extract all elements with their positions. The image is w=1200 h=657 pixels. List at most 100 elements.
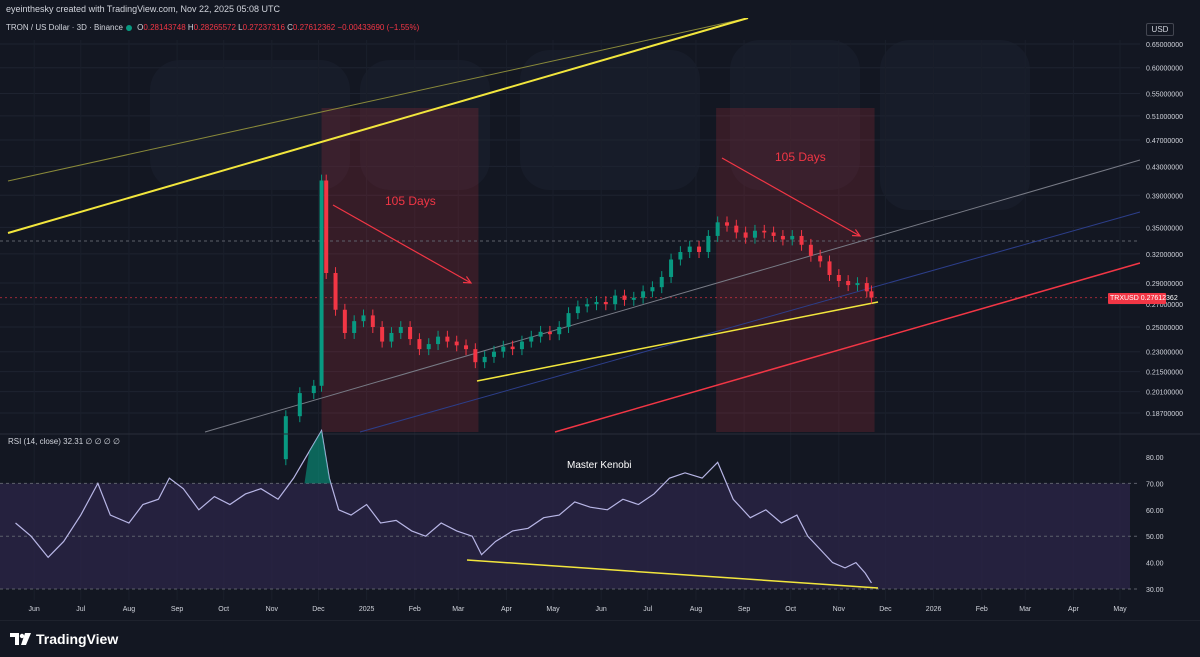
candle-body (389, 332, 394, 342)
candle-body (557, 327, 562, 335)
channel-blue-line (359, 211, 1141, 433)
days-annotation-left: 105 Days (385, 194, 436, 208)
rsi-legend: RSI (14, close) 32.31 ∅ ∅ ∅ ∅ (8, 437, 120, 446)
price-tick-label: 0.18700000 (1146, 411, 1183, 418)
currency-button[interactable]: USD (1146, 23, 1174, 36)
candle-body (585, 304, 590, 307)
time-tick-label: Jun (29, 606, 40, 613)
arrow-right (721, 157, 861, 237)
creator-text: created with TradingView.com, Nov 22, 20… (56, 4, 281, 14)
candle-body (855, 283, 860, 286)
time-tick-label: Feb (976, 606, 988, 613)
channel-lower-red-line (554, 262, 1141, 433)
candle-body (752, 230, 757, 238)
time-tick-label: Mar (1019, 606, 1032, 613)
candle-body (687, 246, 692, 253)
candle-body (491, 351, 496, 357)
time-tick-label: Sep (171, 606, 184, 613)
tradingview-logo[interactable]: TradingView (10, 631, 118, 647)
low-label: L (238, 23, 243, 32)
time-tick-label: Mar (452, 606, 465, 613)
candle-body (836, 274, 841, 282)
chart-svg[interactable]: 0.65000000 0.60000000 0.55000000 0.51000000… (0, 0, 1200, 620)
candle-body (417, 339, 422, 350)
price-tick-label: 0.51000000 (1146, 114, 1183, 121)
rsi-tick-label: 30.00 (1146, 587, 1164, 594)
candle-body (724, 222, 729, 226)
candle-body (771, 232, 776, 236)
time-tick-label: 2025 (359, 606, 375, 613)
price-tick-label: 0.35000000 (1146, 225, 1183, 232)
candle-body (482, 356, 487, 363)
candle-body (464, 345, 469, 350)
candle-body (342, 309, 347, 333)
candle-body (408, 327, 413, 340)
rsi-tick-label: 60.00 (1146, 508, 1164, 515)
candle-body (333, 273, 338, 310)
low-value: 0.27237316 (242, 23, 285, 32)
time-tick-label: Dec (879, 606, 892, 613)
candle-body (706, 235, 711, 253)
time-tick-label: Apr (1068, 606, 1080, 613)
time-tick-label: Oct (785, 606, 796, 613)
candles (283, 174, 874, 466)
candle-body (297, 393, 302, 417)
time-tick-label: Aug (123, 606, 136, 613)
creator-user: eyeinthesky (6, 4, 54, 14)
candle-body (538, 331, 543, 337)
time-tick-label: Jul (643, 606, 652, 613)
candle-body (650, 287, 655, 292)
candle-body (547, 331, 552, 335)
candle-body (846, 281, 851, 286)
tradingview-brand: TradingView (36, 631, 119, 647)
price-tick-label: 0.20100000 (1146, 390, 1183, 397)
time-tick-label: Jul (76, 606, 85, 613)
rsi-tick-label: 80.00 (1146, 455, 1164, 462)
candle-body (501, 346, 506, 352)
watermark-glyph (520, 50, 700, 190)
candle-body (734, 225, 739, 233)
watermark-glyph (360, 60, 490, 190)
support-yellow-line (476, 301, 879, 382)
time-tick-label: Oct (218, 606, 229, 613)
price-tick-label: 0.25000000 (1146, 325, 1183, 332)
close-label: C (287, 23, 293, 32)
time-tick-label: Jun (596, 606, 607, 613)
change-value: −0.00433690 (−1.55%) (337, 23, 420, 32)
highlight-zone-left (321, 108, 479, 432)
candle-body (566, 313, 571, 328)
high-label: H (187, 23, 194, 32)
last-price-badge: TRXUSD 0.27612362 (1108, 293, 1178, 304)
symbol-name: TRON / US Dollar · 3D · Binance (6, 23, 123, 32)
candle-body (808, 244, 813, 256)
open-value: 0.28143748 (143, 23, 186, 32)
time-tick-label: Dec (312, 606, 325, 613)
arrow-left-head (462, 276, 473, 284)
price-tick-label: 0.21500000 (1146, 370, 1183, 377)
arrow-right-head (851, 229, 862, 237)
time-tick-label: 2026 (926, 606, 942, 613)
price-tick-label: 0.29000000 (1146, 281, 1183, 288)
candle-body (603, 302, 608, 305)
time-axis: Jun Jul Aug Sep Oct Nov Dec 2025 Feb Mar Apr May Jun… (29, 606, 1128, 613)
channel-mid-line (204, 159, 1141, 433)
time-tick-label: Feb (409, 606, 421, 613)
candle-body (436, 336, 441, 345)
candle-body (743, 232, 748, 238)
symbol-legend: TRON / US Dollar · 3D · Binance O0.28143… (6, 23, 419, 32)
candle-body (361, 315, 366, 322)
candle-body (454, 341, 459, 346)
close-value: 0.27612362 (292, 23, 336, 32)
price-axis: 0.65000000 0.60000000 0.55000000 0.51000000… (1140, 18, 1200, 620)
price-tick-label: 0.65000000 (1146, 42, 1183, 49)
arrow-left (332, 204, 472, 284)
watermark-glyph (730, 40, 860, 190)
candle-body (715, 222, 720, 236)
candle-body (510, 346, 515, 350)
rsi-axis: 80.00 70.00 60.00 50.00 40.00 30.00 (1146, 455, 1164, 594)
candle-body (426, 344, 431, 350)
time-tick-label: Nov (833, 606, 846, 613)
badge-symbol: TRXUSD (1110, 295, 1139, 302)
candle-body (669, 259, 674, 277)
candle-body (324, 180, 329, 274)
